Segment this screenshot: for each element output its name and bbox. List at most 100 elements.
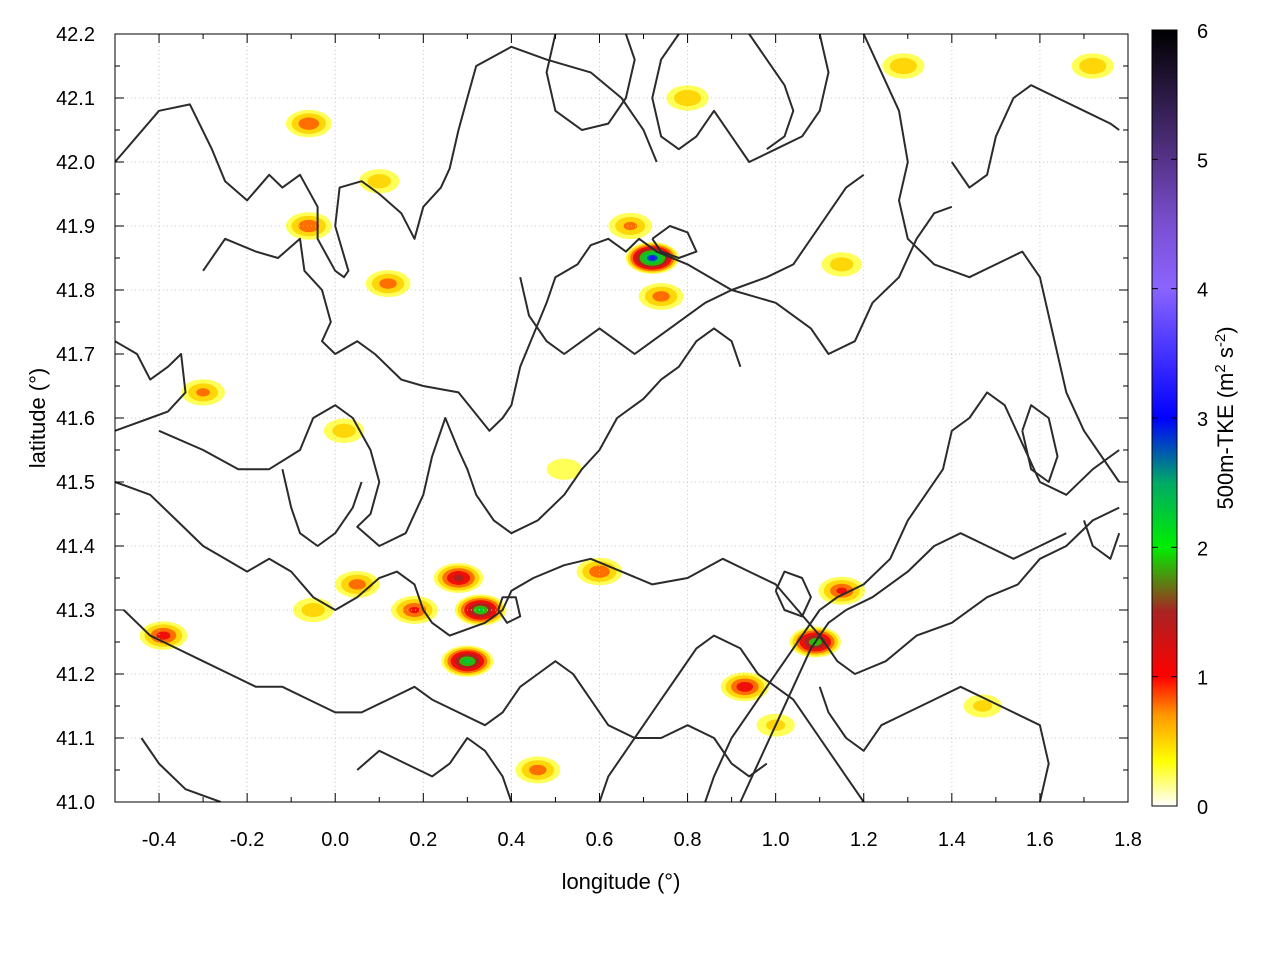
tke-hotspot-9 <box>285 212 332 240</box>
y-tick-label: 41.0 <box>56 792 95 814</box>
terrain-contours <box>115 34 1121 802</box>
tke-hotspot-24-level-1 <box>301 602 325 618</box>
terrain-contour-16 <box>862 34 1121 483</box>
y-tick-label: 42.0 <box>56 152 95 174</box>
terrain-contour-6 <box>140 737 222 802</box>
tke-hotspot-7-level-2 <box>589 565 610 578</box>
x-axis-label: longitude (°) <box>562 869 681 894</box>
terrain-contour-17 <box>519 173 865 355</box>
tke-heatmap <box>139 53 1114 784</box>
terrain-contour-20 <box>774 570 812 618</box>
y-tick-label: 41.9 <box>56 216 95 238</box>
terrain-contour-14 <box>545 34 636 131</box>
tke-hotspot-15-level-2 <box>196 388 210 397</box>
x-tick-label: 1.2 <box>850 829 878 851</box>
tke-hotspot-23 <box>882 53 925 79</box>
tke-hotspot-16-level-3 <box>156 631 171 640</box>
terrain-contour-13 <box>651 34 830 163</box>
terrain-contour-19 <box>1021 404 1059 483</box>
y-tick-label: 41.5 <box>56 472 95 494</box>
terrain-contour-11 <box>818 685 1050 802</box>
tke-hotspot-17 <box>720 672 769 702</box>
x-tick-label: 0.6 <box>586 829 614 851</box>
terrain-contour-22 <box>1083 520 1121 560</box>
tke-hotspot-19 <box>515 756 561 784</box>
tke-hotspot-14-level-1 <box>829 257 854 272</box>
x-tick-label: -0.4 <box>142 829 176 851</box>
tke-hotspot-26 <box>546 458 582 480</box>
terrain-contour-21 <box>497 596 522 624</box>
tke-hotspot-5 <box>391 596 438 624</box>
x-tick-label: 1.6 <box>1026 829 1054 851</box>
x-tick-label: 1.0 <box>762 829 790 851</box>
tke-hotspot-4 <box>433 563 484 593</box>
terrain-contour-23 <box>651 225 698 259</box>
x-tick-label: 0.4 <box>497 829 525 851</box>
y-tick-label: 42.2 <box>56 24 95 46</box>
tke-hotspot-26-level-0 <box>546 458 582 480</box>
y-tick-label: 41.7 <box>56 344 95 366</box>
colorbar-tick-label: 4 <box>1197 280 1208 302</box>
tke-hotspot-20 <box>963 694 1002 718</box>
tke-hotspot-11-level-1 <box>367 174 392 189</box>
x-tick-label: -0.2 <box>230 829 264 851</box>
tke-hotspot-20-level-1 <box>973 700 993 712</box>
x-tick-label: 0.0 <box>321 829 349 851</box>
terrain-contour-15 <box>748 34 795 151</box>
tke-hotspot-2 <box>441 645 494 677</box>
tke-hotspot-14 <box>821 252 862 277</box>
tke-hotspot-5-level-3 <box>409 606 420 614</box>
tke-hotspot-15 <box>181 379 225 406</box>
tke-hotspot-16 <box>139 621 188 650</box>
tke-hotspot-0-level-8 <box>649 256 656 260</box>
tke-hotspot-8-level-2 <box>298 117 320 130</box>
colorbar-tick-label: 0 <box>1197 797 1208 819</box>
tke-hotspot-19-level-2 <box>529 764 547 776</box>
tke-hotspot-6-level-2 <box>348 579 366 590</box>
y-tick-label: 41.8 <box>56 280 95 302</box>
tke-hotspot-23-level-1 <box>889 57 917 75</box>
y-tick-label: 41.4 <box>56 536 95 558</box>
tke-hotspot-25 <box>323 418 365 443</box>
terrain-contour-4 <box>115 481 1120 675</box>
colorbar-tick-label: 3 <box>1197 409 1208 431</box>
terrain-contour-2 <box>115 340 187 432</box>
tke-hotspot-12-level-2 <box>623 221 638 231</box>
y-tick-label: 41.1 <box>56 728 95 750</box>
y-tick-label: 41.3 <box>56 600 95 622</box>
terrain-contour-5 <box>123 609 768 778</box>
terrain-contour-8 <box>598 634 865 802</box>
tke-hotspot-2-level-6 <box>463 658 472 664</box>
terrain-contour-18 <box>281 468 363 547</box>
tke-hotspot-8 <box>285 109 332 138</box>
colorbar-tick-label: 2 <box>1197 538 1208 560</box>
tke-hotspot-4-level-4 <box>453 574 464 582</box>
terrain-contour-7 <box>356 737 513 802</box>
x-tick-label: 0.2 <box>409 829 437 851</box>
tke-hotspot-1-level-6 <box>477 608 484 612</box>
colorbar-tick-label: 1 <box>1197 668 1208 690</box>
colorbar-tick-label: 5 <box>1197 150 1208 172</box>
terrain-contour-10 <box>739 532 1067 802</box>
y-tick-label: 41.2 <box>56 664 95 686</box>
tke-hotspot-13 <box>638 282 684 310</box>
y-axis-label: latitude (°) <box>25 368 50 469</box>
terrain-contour-1 <box>202 205 953 432</box>
tke-hotspot-25-level-1 <box>332 423 356 438</box>
tke-hotspot-9-level-2 <box>298 219 320 233</box>
y-tick-label: 41.6 <box>56 408 95 430</box>
terrain-contour-3 <box>158 327 742 547</box>
colorbar-tick-label: 6 <box>1197 21 1208 43</box>
colorbar-ticks: 0 1 2 3 4 5 6 <box>1152 21 1208 819</box>
terrain-contour-0 <box>115 45 658 279</box>
tke-hotspot-11 <box>359 169 400 194</box>
y-axis-ticks: 41.0 41.1 41.2 41.3 41.4 41.5 41.6 41.7 41.8 41.9… <box>56 24 1128 814</box>
tke-hotspot-10 <box>365 270 411 298</box>
tke-hotspot-18-level-3 <box>836 587 848 594</box>
x-axis-ticks: -0.4 -0.2 0.0 0.2 0.4 0.6 0.8 1.0 1.2 1.4 1.6 1.8 <box>114 34 1142 851</box>
tke-hotspot-22 <box>1071 53 1114 79</box>
y-tick-label: 42.1 <box>56 88 95 110</box>
tke-hotspot-18 <box>818 576 866 605</box>
tke-hotspot-10-level-2 <box>379 278 397 289</box>
